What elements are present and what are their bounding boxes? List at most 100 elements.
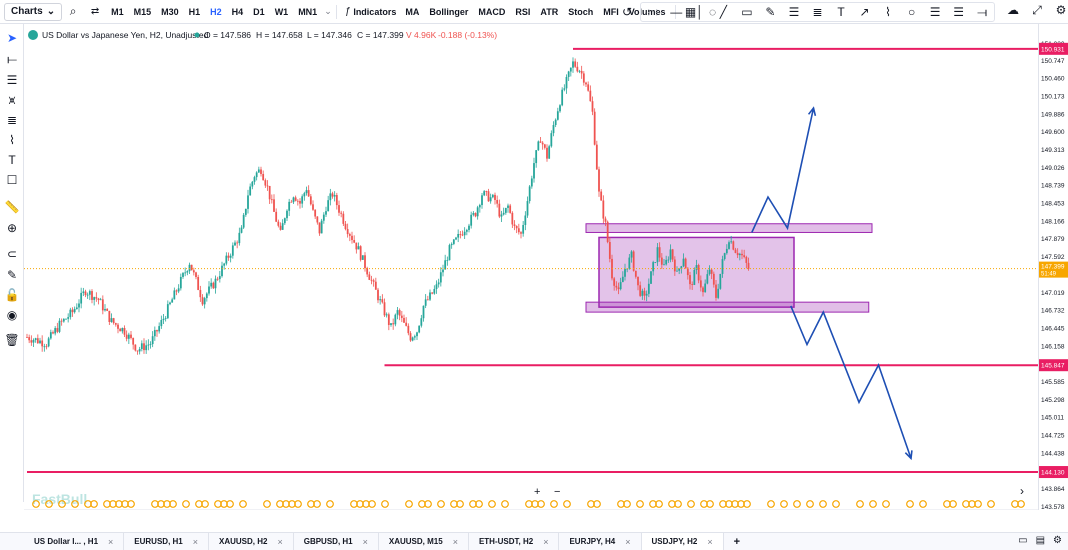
zoom-icon[interactable]: ⊕ [6,221,18,235]
cloud-upload-icon[interactable]: ☁ [1007,3,1019,17]
timeframe-h2[interactable]: H2 [210,6,222,17]
search-icon[interactable]: ⌕ [69,4,77,18]
close-icon[interactable]: × [277,536,283,547]
close-icon[interactable]: × [625,536,631,547]
parallel-channel-icon[interactable]: ☰ [953,5,965,19]
timeframe-h1[interactable]: H1 [188,6,201,17]
fullscreen-icon[interactable]: ⤢ [1032,3,1042,17]
timeframe-d1[interactable]: D1 [253,6,265,17]
arrow-icon[interactable]: ↗ [859,5,870,19]
economic-event-markers[interactable] [32,500,1025,508]
indicator-macd[interactable]: MACD [478,6,506,17]
candle-body [712,273,715,285]
vertical-line-icon[interactable]: │ [696,5,704,19]
indicator-mfi[interactable]: MFI [603,6,619,17]
event-marker [832,500,840,508]
timeframe-m15[interactable]: M15 [133,6,152,17]
fib-tool-icon[interactable]: ≣ [6,113,18,127]
timeframe-chevron-icon[interactable]: ⌄ [324,6,332,16]
text-icon[interactable]: T [8,153,16,167]
candle-body [468,225,470,230]
pattern-icon[interactable]: ⩙ [8,92,16,107]
horizontal-lines-icon[interactable]: ☰ [6,73,18,87]
zoom-in-button[interactable]: + [534,486,540,498]
calendar-icon[interactable]: ▦ [684,4,697,19]
rectangle-icon[interactable]: ▭ [741,5,753,19]
close-icon[interactable]: × [362,536,368,547]
settings-icon[interactable]: ⚙ [1055,3,1067,17]
ray-icon[interactable]: ⟞ [977,4,988,19]
candle-body [587,84,590,91]
trend-line-icon[interactable]: ╱ [719,5,727,19]
indicator-ma[interactable]: MA [405,6,420,17]
close-icon[interactable]: × [543,536,549,547]
chart-tab[interactable]: XAUUSD, M15 × [379,532,469,550]
chart-tab[interactable]: XAUUSD, H2 × [209,532,294,550]
candle-body [335,195,338,206]
candle-body [602,200,605,219]
candle-body [212,282,215,289]
indicator-rsi[interactable]: RSI [515,6,531,17]
compare-icon[interactable]: ⇄ [90,6,100,17]
brush-icon[interactable]: ✎ [765,5,776,19]
candle-body [93,297,96,300]
candle-body [73,308,76,313]
indicators-button[interactable]: ƒ Indicators [341,6,401,17]
candle-body [630,251,633,258]
close-icon[interactable]: × [108,536,114,547]
timeframe-m1[interactable]: M1 [111,6,124,17]
split-view-icon[interactable]: ▤ [1035,535,1046,546]
line-tool-icon[interactable]: ⟝ [7,51,17,66]
zigzag-icon[interactable]: ⌇ [9,133,15,147]
magnet-icon[interactable]: ⊂ [6,247,18,261]
indicator-stoch[interactable]: Stoch [568,6,594,17]
ruler-icon[interactable]: 📏 [4,200,20,214]
undo-icon[interactable]: ↺ [621,4,633,19]
chart-tab[interactable]: USDJPY, H2 × [641,532,724,550]
add-tab-button[interactable]: + [733,535,741,548]
text-tool-icon[interactable]: T [837,5,845,19]
close-icon[interactable]: × [452,536,458,547]
price-tick-label: 143.864 [1041,486,1065,493]
toolbar-divider [335,4,337,19]
close-icon[interactable]: × [192,536,198,547]
timeframe-m30[interactable]: M30 [161,6,179,17]
zoom-out-button[interactable]: − [554,486,560,498]
path-icon[interactable]: ⌇ [885,5,891,19]
tab-settings-icon[interactable]: ⚙ [1053,535,1062,546]
trash-icon[interactable]: 🗑 [4,333,20,347]
chart-tab[interactable]: US Dollar I... , H1 × [24,532,125,550]
circle-icon[interactable]: ○ [907,5,916,19]
indicator-volumes[interactable]: Volumes [628,6,666,17]
fib-retracement-icon[interactable]: ☰ [788,5,800,19]
indicator-bollinger[interactable]: Bollinger [429,6,469,17]
timeframe-w1[interactable]: W1 [274,6,289,17]
cursor-icon[interactable]: ➤ [6,31,18,45]
lock-icon[interactable]: 🔓 [4,288,20,302]
charts-menu-button[interactable]: Charts ⌄ [4,2,63,21]
fib-extension-icon[interactable]: ≣ [812,5,823,19]
layout-icon[interactable]: ▭ [1018,535,1028,546]
candle-body [634,270,637,277]
drag-handle-icon[interactable]: ⋮⋮ [644,7,661,17]
chart-tab[interactable]: GBPUSD, H1 × [294,532,379,550]
scroll-right-button[interactable]: › [1020,484,1024,498]
annotation-icon[interactable]: ☐ [6,173,18,187]
horizontal-line-icon[interactable]: — [670,5,683,19]
chart-tab[interactable]: EURUSD, H1 × [124,532,209,550]
eye-icon[interactable]: ◉ [6,308,18,322]
close-icon[interactable]: × [707,536,713,547]
indicator-atr[interactable]: ATR [540,6,559,17]
timeframe-h4[interactable]: H4 [231,6,244,17]
price-axis[interactable]: 151.020150.747150.460150.173149.886149.6… [1038,24,1068,511]
timeframe-mn1[interactable]: MN1 [298,6,318,17]
price-chart[interactable]: US Dollar vs Japanese Yen, H2, Unadjuste… [24,24,1038,510]
alert-icon[interactable]: ◌ [708,4,717,19]
drawing-mode-icon[interactable]: ✎ [6,268,18,282]
fib-channel-icon[interactable]: ☰ [929,5,941,19]
candle-body [628,257,631,269]
chart-tab[interactable]: EURJPY, H4 × [559,532,642,550]
chart-tab[interactable]: ETH-USDT, H2 × [469,532,560,550]
candle-body [82,291,85,293]
legend-high: H = 147.658 [256,30,303,40]
